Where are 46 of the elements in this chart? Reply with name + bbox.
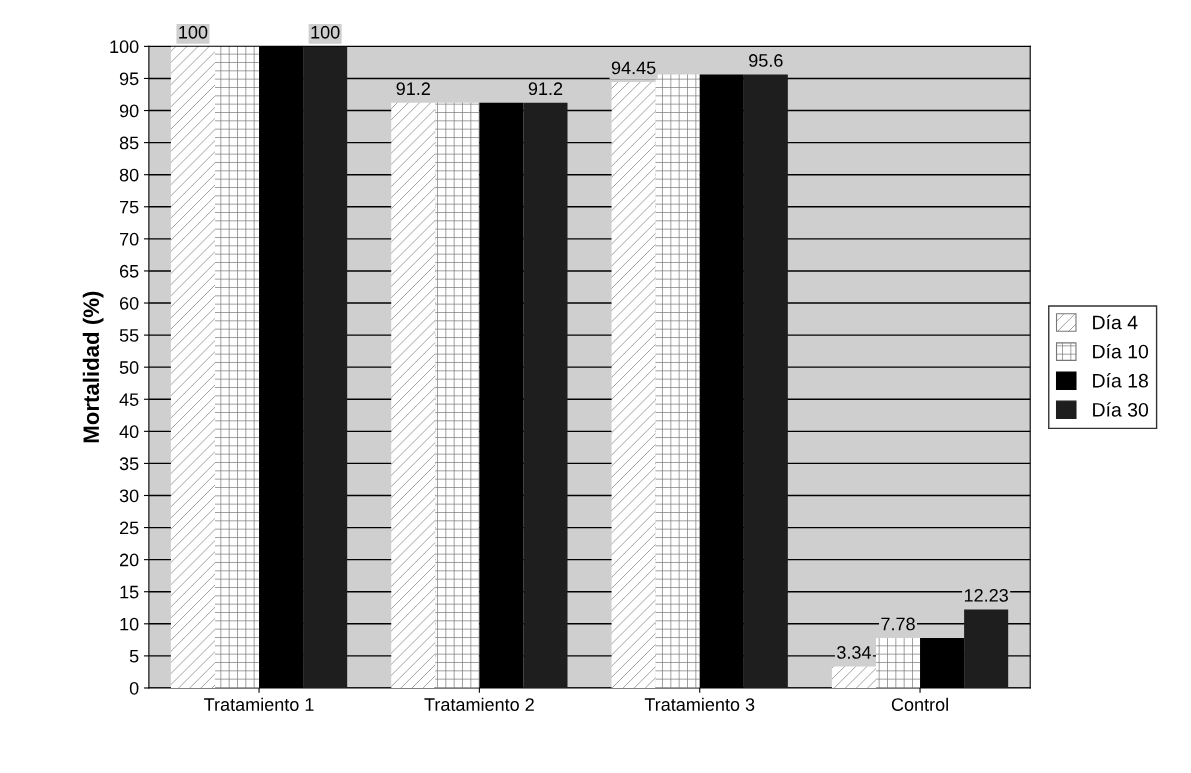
x-tick-label: Tratamiento 1 bbox=[204, 697, 314, 711]
data-label: 100 bbox=[311, 25, 340, 39]
y-tick-label: 30 bbox=[119, 489, 139, 503]
x-tick-label: Tratamiento 2 bbox=[424, 697, 534, 711]
y-tick-label: 10 bbox=[120, 617, 139, 631]
y-axis-title: Mortalidad (%) bbox=[82, 291, 104, 443]
bar bbox=[964, 609, 1009, 688]
y-tick-label: 5 bbox=[129, 650, 139, 663]
data-label: 95.6 bbox=[749, 54, 783, 67]
x-tick-label: Tratamiento 3 bbox=[644, 697, 755, 711]
y-tick-label: 35 bbox=[119, 457, 139, 471]
data-label: 100 bbox=[179, 25, 208, 39]
y-tick-label: 25 bbox=[119, 521, 139, 535]
y-tick-label: 95 bbox=[119, 72, 139, 86]
y-tick-label: 90 bbox=[119, 104, 139, 118]
bar bbox=[655, 74, 700, 688]
legend-label: Día 10 bbox=[1093, 343, 1149, 359]
y-tick-label: 75 bbox=[120, 200, 139, 214]
bar bbox=[875, 638, 921, 688]
bar bbox=[214, 46, 260, 688]
legend-label: Día 4 bbox=[1093, 314, 1138, 330]
data-label: 3.34 bbox=[837, 646, 871, 659]
y-tick-label: 55 bbox=[119, 329, 139, 342]
y-tick-label: 70 bbox=[120, 232, 139, 246]
data-label: 7.78 bbox=[881, 617, 915, 631]
y-tick-label: 65 bbox=[119, 264, 139, 278]
bar bbox=[831, 666, 876, 688]
y-tick-label: 15 bbox=[120, 585, 139, 599]
y-tick-label: 0 bbox=[129, 681, 139, 695]
y-tick-label: 45 bbox=[119, 393, 139, 406]
data-label: 12.23 bbox=[964, 588, 1008, 602]
data-label: 91.2 bbox=[396, 82, 430, 96]
y-tick-label: 40 bbox=[119, 425, 139, 439]
y-tick-label: 100 bbox=[110, 40, 139, 54]
x-tick-label: Control bbox=[891, 697, 948, 711]
y-tick-label: 80 bbox=[119, 168, 139, 182]
y-tick-label: 50 bbox=[119, 361, 139, 374]
y-tick-label: 60 bbox=[119, 296, 139, 310]
data-label: 94.45 bbox=[611, 61, 656, 75]
legend-label: Día 18 bbox=[1093, 373, 1148, 388]
data-label: 91.2 bbox=[528, 82, 563, 96]
legend-label: Día 30 bbox=[1093, 402, 1149, 417]
y-tick-label: 85 bbox=[119, 136, 139, 150]
y-tick-label: 20 bbox=[119, 553, 139, 567]
bar bbox=[743, 74, 788, 688]
bar bbox=[435, 102, 480, 688]
